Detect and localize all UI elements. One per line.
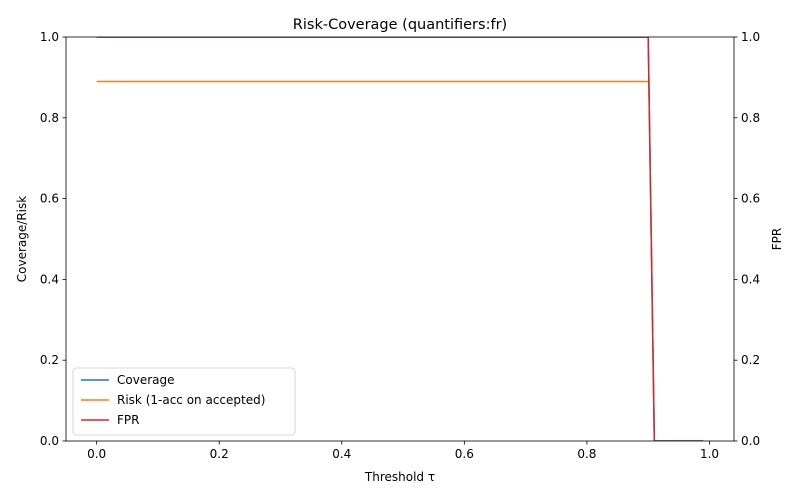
y-axis-left-label: Coverage/Risk [15, 196, 29, 282]
legend-label-2: FPR [117, 413, 139, 427]
series-line-2 [96, 37, 704, 441]
y-left-tick-label: 0.6 [40, 192, 59, 206]
legend-label-1: Risk (1-acc on accepted) [117, 393, 265, 407]
x-tick-label: 1.0 [700, 447, 719, 461]
legend-label-0: Coverage [117, 373, 175, 387]
y-left-tick-label: 0.4 [40, 272, 59, 286]
right-axis: 0.0 0.2 0.4 0.6 0.8 1.0 [734, 30, 760, 448]
legend: Coverage Risk (1-acc on accepted) FPR [72, 367, 296, 436]
left-axis: 0.0 0.2 0.4 0.6 0.8 1.0 [40, 30, 66, 448]
y-right-tick-label: 0.8 [741, 111, 760, 125]
x-tick-label: 0.0 [87, 447, 106, 461]
y-left-tick-label: 0.2 [40, 353, 59, 367]
y-right-tick-label: 0.4 [741, 272, 760, 286]
legend-box [72, 367, 296, 436]
plot-area [96, 37, 704, 441]
y-left-tick-label: 0.8 [40, 111, 59, 125]
y-left-tick-label: 0.0 [40, 434, 59, 448]
axes-frame-rect [65, 36, 735, 442]
y-right-tick-label: 0.6 [741, 192, 760, 206]
y-left-tick-label: 1.0 [40, 30, 59, 44]
x-tick-label: 0.2 [210, 447, 229, 461]
y-right-tick-label: 1.0 [741, 30, 760, 44]
y-axis-right-label: FPR [770, 228, 784, 250]
x-tick-label: 0.6 [455, 447, 474, 461]
x-tick-label: 0.4 [332, 447, 351, 461]
x-axis-label: Threshold τ [364, 470, 435, 484]
axes-frame [65, 36, 735, 442]
y-right-tick-label: 0.0 [741, 434, 760, 448]
chart-title: Risk-Coverage (quantifiers:fr) [293, 17, 507, 33]
x-axis: 0.0 0.2 0.4 0.6 0.8 1.0 [87, 441, 719, 461]
y-right-tick-label: 0.2 [741, 353, 760, 367]
x-tick-label: 0.8 [577, 447, 596, 461]
